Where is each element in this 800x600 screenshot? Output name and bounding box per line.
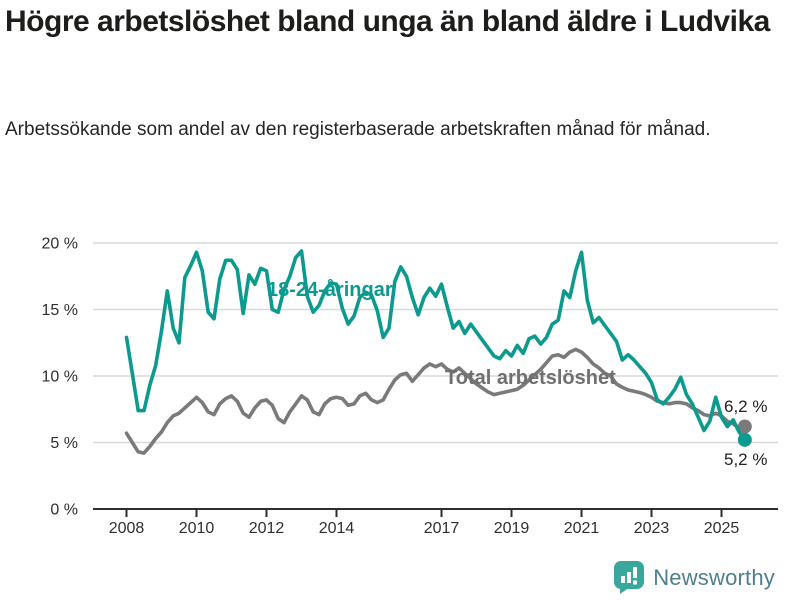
series-end-dot-total (737, 419, 752, 434)
y-axis-labels: 0 % 5 % 10 % 15 % 20 % (42, 236, 78, 519)
x-tick-label: 2008 (109, 520, 145, 537)
chart-title: Högre arbetslöshet bland unga än bland ä… (5, 5, 770, 38)
series-label-total: Total arbetslöshet (445, 367, 616, 389)
brand-name: Newsworthy (653, 564, 775, 590)
x-tick-label: 2021 (564, 520, 600, 537)
y-tick-label: 0 % (50, 502, 78, 519)
x-axis: 2008 2010 2012 2014 2017 2019 2021 2023 2025 (93, 508, 778, 537)
y-tick-label: 5 % (50, 435, 78, 452)
x-tick-label: 2019 (494, 520, 530, 537)
y-tick-label: 15 % (42, 302, 78, 319)
chart-subtitle: Arbetssökande som andel av den registerb… (5, 119, 711, 140)
newsworthy-brand: Newsworthy (613, 560, 775, 595)
end-value-label-youth: 5,2 % (724, 450, 767, 469)
line-chart: 2008 2010 2012 2014 2017 2019 2021 2023 2025 0 %… (42, 236, 778, 537)
x-tick-label: 2014 (319, 520, 355, 537)
x-tick-label: 2023 (634, 520, 670, 537)
x-tick-label: 2010 (179, 520, 215, 537)
x-tick-label: 2025 (704, 520, 740, 537)
x-tick-label: 2017 (424, 520, 460, 537)
series-layer (124, 249, 752, 455)
series-label-youth: 18-24-åringar (267, 278, 393, 301)
speech-bubble-bar-chart-icon (614, 561, 645, 594)
y-tick-label: 10 % (42, 369, 78, 386)
x-tick-label: 2012 (249, 520, 285, 537)
series-line-youth (124, 249, 747, 442)
grid-layer (93, 242, 778, 444)
end-value-label-total: 6,2 % (724, 397, 767, 416)
y-tick-label: 20 % (42, 236, 78, 253)
series-end-dot-youth (737, 432, 752, 447)
series-line-total (124, 347, 747, 455)
